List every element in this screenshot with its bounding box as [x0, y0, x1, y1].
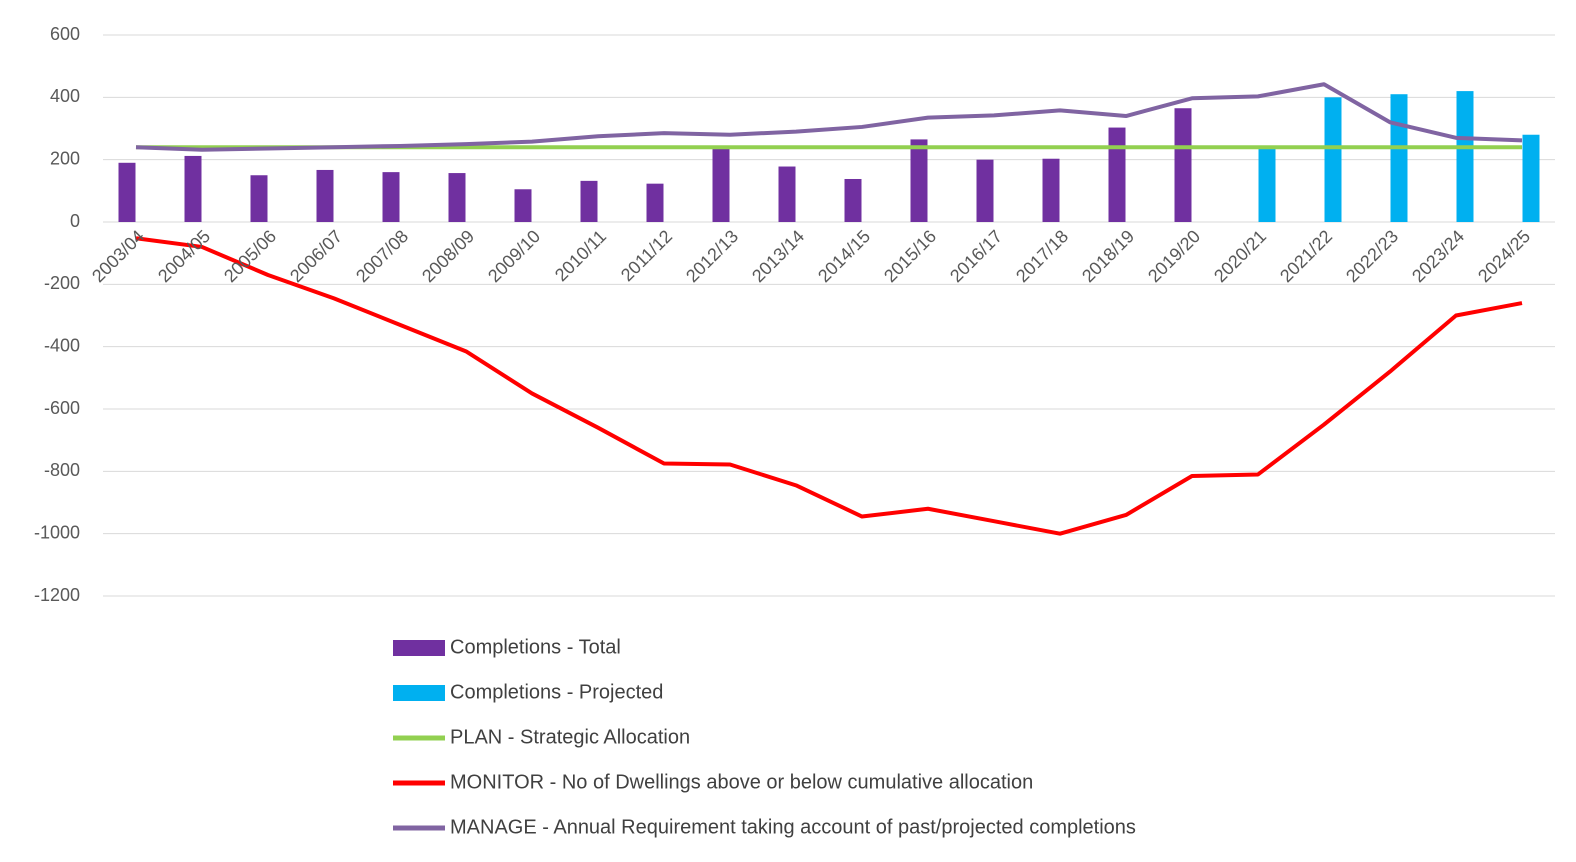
x-tick-label: 2024/25: [1474, 226, 1534, 286]
x-tick-label: 2012/13: [682, 226, 742, 286]
bar: [910, 139, 928, 222]
bar: [1108, 127, 1126, 222]
y-tick-label: -600: [44, 398, 80, 418]
bar: [316, 169, 334, 222]
y-tick-label: -400: [44, 335, 80, 355]
bar: [646, 183, 664, 222]
bar: [778, 166, 796, 222]
legend-label: Completions - Total: [450, 636, 621, 658]
x-tick-label: 2011/12: [617, 226, 676, 285]
y-tick-label: -1000: [34, 522, 80, 542]
bar: [514, 189, 532, 222]
legend: Completions - Total Completions - Project…: [393, 636, 1136, 838]
x-tick-label: 2015/16: [880, 226, 940, 286]
line-series: [135, 82, 1523, 152]
x-tick-label: 2019/20: [1144, 226, 1204, 286]
x-tick-label: 2013/14: [748, 226, 808, 286]
bar: [1390, 94, 1408, 222]
x-tick-label: 2022/23: [1342, 226, 1402, 286]
bar: [1324, 97, 1342, 222]
bar: [250, 175, 268, 222]
y-tick-label: -1200: [34, 585, 80, 605]
x-tick-label: 2021/22: [1276, 226, 1336, 286]
bar: [976, 159, 994, 222]
x-tick-label: 2010/11: [551, 226, 610, 285]
bar: [1522, 134, 1540, 222]
y-tick-label: 400: [50, 86, 80, 106]
x-tick-label: 2020/21: [1210, 226, 1270, 286]
x-tick-label: 2014/15: [814, 226, 874, 286]
legend-label: Completions - Projected: [450, 681, 663, 703]
bar: [448, 173, 466, 222]
bar: [1258, 147, 1276, 222]
x-tick-label: 2023/24: [1408, 226, 1468, 286]
bar: [712, 147, 730, 222]
bar: [382, 172, 400, 222]
x-tick-label: 2009/10: [484, 226, 544, 286]
bar: [118, 162, 136, 222]
x-tick-label: 2017/18: [1012, 226, 1072, 286]
legend-label: MONITOR - No of Dwellings above or below…: [450, 771, 1033, 793]
bar: [184, 155, 202, 222]
bar: [844, 178, 862, 222]
x-tick-label: 2007/08: [352, 226, 412, 286]
y-tick-label: -800: [44, 460, 80, 480]
legend-label: MANAGE - Annual Requirement taking accou…: [450, 816, 1136, 838]
x-tick-label: 2008/09: [418, 226, 478, 286]
y-tick-label: -200: [44, 273, 80, 293]
legend-swatch: [393, 640, 445, 656]
bar: [580, 180, 598, 222]
x-tick-label: 2016/17: [946, 226, 1006, 286]
legend-label: PLAN - Strategic Allocation: [450, 726, 690, 748]
x-tick-label: 2006/07: [286, 226, 346, 286]
bar: [1174, 108, 1192, 222]
y-tick-label: 0: [70, 211, 80, 231]
bar: [1456, 91, 1474, 222]
x-tick-label: 2018/19: [1078, 226, 1138, 286]
y-tick-label: 200: [50, 148, 80, 168]
legend-swatch: [393, 685, 445, 701]
y-tick-label: 600: [50, 24, 80, 44]
bar: [1042, 158, 1060, 222]
line-series: [135, 236, 1523, 536]
x-tick-label: 2003/04: [88, 226, 148, 286]
x-tick-label: 2004/05: [154, 226, 214, 286]
